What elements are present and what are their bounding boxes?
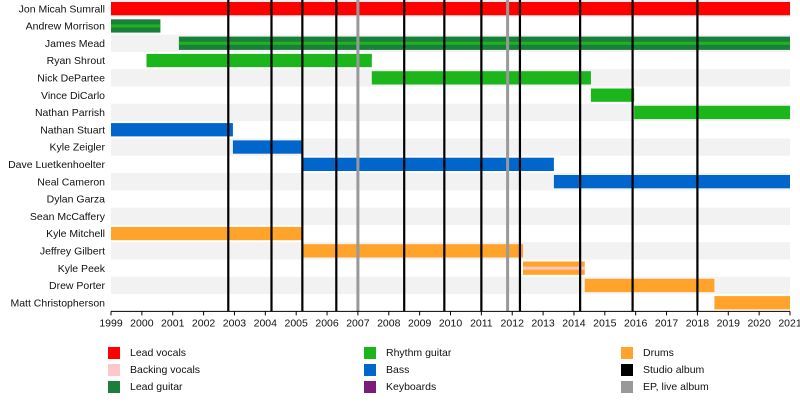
member-label: Andrew Morrison xyxy=(26,21,106,33)
member-bar-rhythm-guitar xyxy=(178,41,790,45)
x-tick-label: 2019 xyxy=(717,317,741,329)
legend-label: Bass xyxy=(386,364,410,376)
member-bar-bass xyxy=(302,157,554,171)
legend-swatch-lead-vocals xyxy=(108,347,120,359)
x-tick-label: 2001 xyxy=(161,317,185,329)
member-label: Nick DePartee xyxy=(37,72,105,84)
x-tick-label: 2018 xyxy=(686,317,710,329)
member-label: Dave Luetkenhoelter xyxy=(8,159,105,171)
x-tick-label: 2015 xyxy=(593,317,617,329)
x-tick-label: 2021 xyxy=(778,317,800,329)
x-tick-label: 2009 xyxy=(408,317,432,329)
member-bar-drums xyxy=(584,278,715,293)
x-tick-label: 2013 xyxy=(531,317,555,329)
member-bar-rhythm-guitar xyxy=(634,105,790,120)
legend-label: Drums xyxy=(643,347,674,359)
x-tick-label: 2006 xyxy=(315,317,339,329)
member-label: Matt Christopherson xyxy=(10,297,105,309)
member-label: Neal Cameron xyxy=(37,176,105,188)
legend-swatch-rhythm-guitar xyxy=(364,347,376,359)
member-label: Nathan Stuart xyxy=(40,124,105,136)
member-label: Sean McCaffery xyxy=(30,211,106,223)
member-bar-drums xyxy=(111,226,303,241)
legend-label: Lead vocals xyxy=(130,347,187,359)
member-label: Kyle Peek xyxy=(58,263,106,275)
x-tick-label: 2011 xyxy=(470,317,493,329)
member-label: Dylan Garza xyxy=(47,194,106,206)
legend-swatch-lead-guitar xyxy=(108,381,120,393)
x-tick-label: 2016 xyxy=(624,317,648,329)
x-tick-label: 2010 xyxy=(439,317,463,329)
member-bar-backing-vocals xyxy=(523,266,585,270)
x-tick-label: 1999 xyxy=(99,317,123,329)
member-label: Jon Micah Sumrall xyxy=(19,3,105,15)
x-tick-label: 2012 xyxy=(501,317,525,329)
member-label: Drew Porter xyxy=(49,280,106,292)
legend-label: EP, live album xyxy=(643,381,709,393)
row-background xyxy=(111,103,790,122)
member-label: Jeffrey Gilbert xyxy=(40,245,105,257)
legend-label: Keyboards xyxy=(386,381,437,393)
x-tick-label: 2014 xyxy=(562,317,586,329)
x-tick-label: 2003 xyxy=(223,317,247,329)
legend-label: Rhythm guitar xyxy=(386,347,452,359)
legend-swatch-keyboards xyxy=(364,381,376,393)
legend-swatch-ep-live-album xyxy=(621,381,633,393)
member-label: Nathan Parrish xyxy=(35,107,105,119)
x-tick-label: 2000 xyxy=(130,317,154,329)
x-tick-label: 2002 xyxy=(192,317,216,329)
member-bar-drums xyxy=(714,296,790,310)
member-bar-rhythm-guitar xyxy=(111,24,161,28)
member-bar-rhythm-guitar xyxy=(146,53,372,68)
member-label: Kyle Mitchell xyxy=(46,228,105,240)
x-tick-label: 2005 xyxy=(285,317,309,329)
legend-label: Studio album xyxy=(643,364,705,376)
x-tick-label: 2004 xyxy=(254,317,278,329)
legend-swatch-backing-vocals xyxy=(108,364,120,376)
row-background xyxy=(111,207,790,225)
member-label: Kyle Zeigler xyxy=(50,142,106,154)
x-tick-label: 2008 xyxy=(377,317,401,329)
member-bar-bass xyxy=(553,175,790,189)
x-tick-label: 2007 xyxy=(346,317,370,329)
member-bar-rhythm-guitar xyxy=(590,88,635,102)
member-label: James Mead xyxy=(45,38,105,50)
legend-label: Lead guitar xyxy=(130,381,183,393)
legend-swatch-drums xyxy=(621,347,633,359)
x-tick-label: 2020 xyxy=(747,317,771,329)
x-tick-label: 2017 xyxy=(655,317,679,329)
member-label: Ryan Shrout xyxy=(47,55,105,67)
member-bar-bass xyxy=(111,123,233,137)
legend-label: Backing vocals xyxy=(130,364,201,376)
legend-swatch-studio-album xyxy=(621,364,633,376)
band-timeline-chart: Jon Micah Sumrall Andrew Morrison James Me… xyxy=(8,0,800,329)
row-background xyxy=(111,138,790,156)
member-bar-bass xyxy=(232,140,303,154)
member-bar-lead-vocals xyxy=(111,2,790,16)
legend-swatch-bass xyxy=(364,364,376,376)
member-label: Vince DiCarlo xyxy=(41,90,105,102)
